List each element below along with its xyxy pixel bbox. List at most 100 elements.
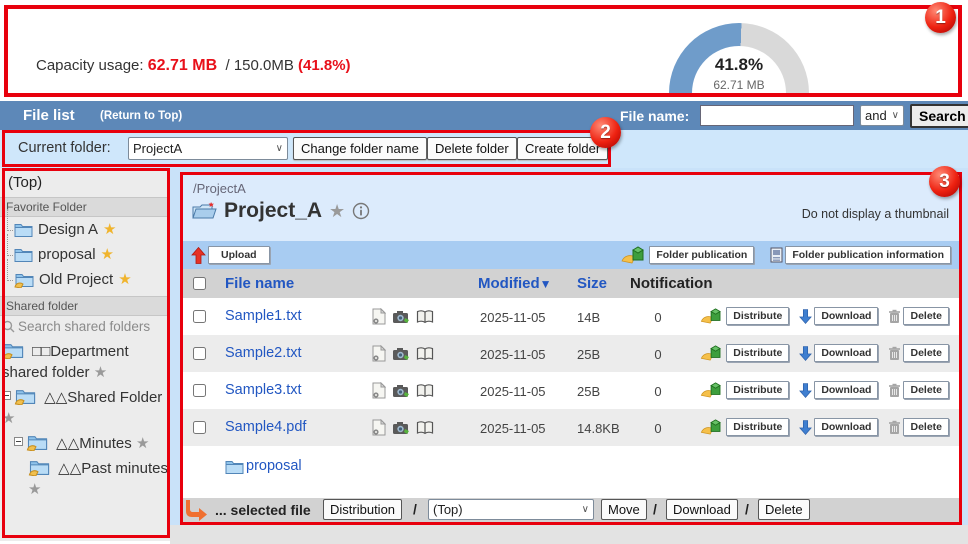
camera-edit-icon[interactable] <box>392 420 410 435</box>
move-button[interactable]: Move <box>601 499 647 520</box>
camera-edit-icon[interactable] <box>392 346 410 361</box>
separator-slash: / <box>653 501 657 517</box>
open-book-icon[interactable] <box>416 309 434 324</box>
distribute-button[interactable]: Distribute <box>700 381 790 399</box>
file-properties-icon[interactable] <box>371 345 386 362</box>
file-name-search-input[interactable] <box>700 105 854 126</box>
current-folder-select[interactable]: ProjectA ∨ <box>128 137 288 160</box>
column-header-file-name[interactable]: File name <box>225 275 295 292</box>
favorite-item-label: proposal <box>38 246 96 263</box>
favorite-item-proposal[interactable]: proposal ★ <box>0 234 170 267</box>
info-icon[interactable] <box>352 202 370 220</box>
shared-folder-icon <box>28 459 50 476</box>
file-modified: 2025-11-05 <box>480 347 546 362</box>
download-button[interactable]: Download <box>799 381 879 399</box>
tree-item-past-minutes[interactable]: △△Past minutes ★ <box>2 456 168 502</box>
tree-item-minutes[interactable]: △△Minutes ★ <box>2 431 168 456</box>
tree-item-label: △△Minutes <box>56 435 132 452</box>
delete-button[interactable]: Delete <box>888 381 949 399</box>
hand-cube-icon <box>700 382 724 398</box>
shared-folder-search-input[interactable] <box>18 319 163 334</box>
capacity-label: Capacity usage: <box>36 57 144 74</box>
row-checkbox[interactable] <box>193 384 206 397</box>
tree-connector <box>7 209 13 231</box>
folder-publication-info-button[interactable]: Folder publication information <box>770 246 951 264</box>
move-target-select[interactable]: (Top) ∨ <box>428 499 594 520</box>
upload-button[interactable]: Upload <box>191 246 270 264</box>
file-properties-icon[interactable] <box>371 419 386 436</box>
row-checkbox[interactable] <box>193 421 206 434</box>
file-name-link[interactable]: Sample1.txt <box>225 308 302 324</box>
download-button[interactable]: Download <box>799 344 879 362</box>
selected-file-label: ... selected file <box>215 502 311 518</box>
subfolder-link[interactable]: proposal <box>225 458 302 474</box>
open-book-icon[interactable] <box>416 346 434 361</box>
subfolder-label: proposal <box>246 458 302 474</box>
delete-button[interactable]: Delete <box>888 418 949 436</box>
file-name-link[interactable]: Sample2.txt <box>225 345 302 361</box>
file-properties-icon[interactable] <box>371 308 386 325</box>
collapse-icon[interactable] <box>2 391 11 400</box>
change-folder-name-button[interactable]: Change folder name <box>293 137 427 160</box>
table-row: Sample4.pdf 2025-11-05 14.8KB 0 Distribu… <box>183 409 959 446</box>
distribution-button[interactable]: Distribution <box>323 499 403 520</box>
open-book-icon[interactable] <box>416 383 434 398</box>
thumbnail-toggle-link[interactable]: Do not display a thumbnail <box>801 207 949 221</box>
row-checkbox[interactable] <box>193 310 206 323</box>
camera-edit-icon[interactable] <box>392 309 410 324</box>
favorite-star-icon[interactable]: ★ <box>103 221 117 238</box>
folder-publication-button[interactable]: Folder publication <box>621 246 755 264</box>
favorite-star-icon[interactable]: ★ <box>100 246 114 263</box>
footer-delete-button[interactable]: Delete <box>758 499 810 520</box>
file-properties-icon[interactable] <box>371 382 386 399</box>
sidebar-top-link[interactable]: (Top) <box>8 174 43 191</box>
create-folder-button[interactable]: Create folder <box>517 137 609 160</box>
footer-download-button[interactable]: Download <box>666 499 738 520</box>
favorite-item-design-a[interactable]: Design A ★ <box>0 209 170 242</box>
select-all-checkbox[interactable] <box>193 277 206 290</box>
tree-item-department-shared-folder[interactable]: □□Department shared folder ★ <box>2 339 168 385</box>
favorite-star-icon[interactable]: ★ <box>135 435 150 452</box>
capacity-percent: (41.8%) <box>298 57 351 74</box>
favorite-star-icon[interactable]: ★ <box>93 364 108 381</box>
distribute-label: Distribute <box>726 344 790 362</box>
favorite-item-old-project[interactable]: Old Project ★ <box>0 259 170 292</box>
distribute-button[interactable]: Distribute <box>700 418 790 436</box>
favorite-star-icon[interactable]: ★ <box>2 410 16 427</box>
row-checkbox[interactable] <box>193 347 206 360</box>
column-header-size[interactable]: Size <box>577 275 608 292</box>
tree-item-label: □□Department shared folder <box>2 343 129 381</box>
delete-button[interactable]: Delete <box>888 307 949 325</box>
delete-label: Delete <box>903 418 949 436</box>
open-book-icon[interactable] <box>416 420 434 435</box>
move-target-value: (Top) <box>433 502 463 517</box>
search-button[interactable]: Search <box>910 104 968 128</box>
download-button[interactable]: Download <box>799 307 879 325</box>
download-button[interactable]: Download <box>799 418 879 436</box>
bottom-strip <box>170 525 968 544</box>
favorite-star-icon[interactable]: ★ <box>28 481 42 498</box>
collapse-icon[interactable] <box>14 437 23 446</box>
breadcrumb: /ProjectA <box>193 181 246 196</box>
column-header-modified[interactable]: Modified▼ <box>478 275 552 292</box>
file-name-link[interactable]: Sample4.pdf <box>225 419 307 435</box>
tree-item-shared-folder[interactable]: △△Shared Folder ★ <box>2 385 168 431</box>
shared-folder-tree: □□Department shared folder ★ △△Shared Fo… <box>0 337 170 502</box>
folder-favorite-star-icon[interactable]: ★ <box>329 201 346 221</box>
favorite-star-icon[interactable]: ★ <box>118 271 132 288</box>
file-size: 25B <box>577 347 601 362</box>
current-folder-value: ProjectA <box>133 141 183 156</box>
distribute-button[interactable]: Distribute <box>700 307 790 325</box>
download-arrow-icon <box>799 419 813 435</box>
capacity-text: Capacity usage: 62.71 MB / 150.0MB (41.8… <box>36 57 351 75</box>
search-operator-select[interactable]: and ∨ <box>860 105 904 126</box>
return-to-top-link[interactable]: (Return to Top) <box>100 110 183 122</box>
distribute-button[interactable]: Distribute <box>700 344 790 362</box>
file-notification-count: 0 <box>654 347 662 362</box>
delete-button[interactable]: Delete <box>888 344 949 362</box>
delete-folder-button[interactable]: Delete folder <box>427 137 517 160</box>
capacity-used: 62.71 MB <box>147 57 218 74</box>
camera-edit-icon[interactable] <box>392 383 410 398</box>
file-name-link[interactable]: Sample3.txt <box>225 382 302 398</box>
favorite-folder-header: Favorite Folder <box>0 197 170 217</box>
